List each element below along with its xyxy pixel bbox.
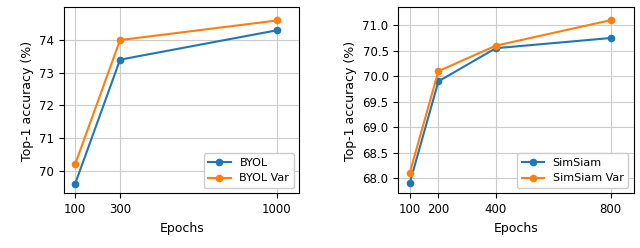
X-axis label: Epochs: Epochs [159, 222, 204, 235]
X-axis label: Epochs: Epochs [493, 222, 538, 235]
BYOL [72, 182, 79, 185]
Legend: SimSiam, SimSiam Var: SimSiam, SimSiam Var [517, 154, 628, 188]
BYOL [116, 58, 124, 61]
SimSiam [607, 36, 614, 39]
BYOL Var [72, 163, 79, 166]
BYOL Var [116, 39, 124, 42]
SimSiam [492, 47, 500, 50]
SimSiam Var [492, 44, 500, 47]
Y-axis label: Top-1 accuracy (%): Top-1 accuracy (%) [20, 40, 34, 160]
Line: SimSiam Var: SimSiam Var [406, 17, 614, 176]
SimSiam [406, 182, 413, 185]
BYOL [273, 29, 281, 32]
Line: SimSiam: SimSiam [406, 35, 614, 186]
SimSiam Var [435, 70, 442, 73]
Line: BYOL: BYOL [72, 27, 280, 187]
Line: BYOL Var: BYOL Var [72, 17, 280, 167]
Legend: BYOL, BYOL Var: BYOL, BYOL Var [204, 154, 294, 188]
SimSiam Var [406, 172, 413, 175]
Y-axis label: Top-1 accuracy (%): Top-1 accuracy (%) [344, 40, 357, 160]
SimSiam Var [607, 19, 614, 22]
SimSiam [435, 80, 442, 83]
BYOL Var [273, 19, 281, 22]
